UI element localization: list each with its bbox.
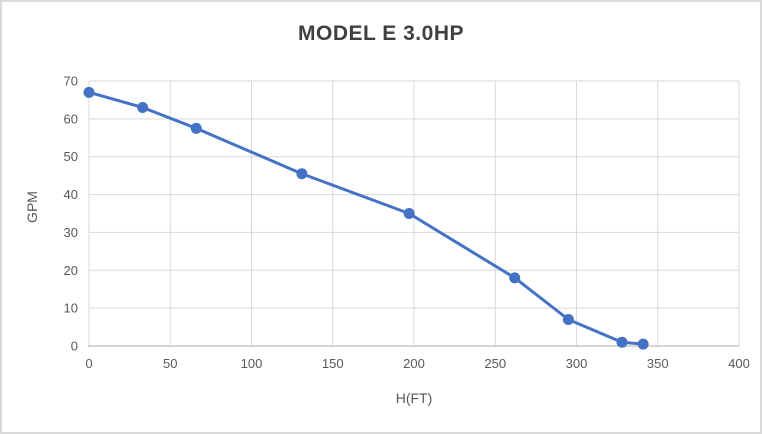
y-tick-label: 20 (64, 263, 78, 278)
chart-title: MODEL E 3.0HP (298, 22, 464, 45)
data-point-marker (403, 208, 415, 219)
y-tick-label: 10 (64, 301, 78, 316)
x-tick-label: 300 (566, 356, 588, 371)
x-tick-label: 350 (647, 356, 669, 371)
data-point-marker (509, 272, 521, 284)
y-tick-label: 40 (64, 187, 78, 202)
x-tick-label: 400 (728, 356, 750, 371)
data-point-marker (83, 86, 95, 98)
y-tick-label: 60 (64, 111, 78, 126)
data-point-marker (637, 338, 649, 350)
series-line (87, 90, 645, 346)
data-point-marker (616, 336, 628, 348)
data-point-marker (296, 168, 308, 180)
y-tick-label: 50 (64, 149, 78, 164)
y-tick-label: 0 (71, 339, 78, 354)
data-point-marker (137, 102, 149, 113)
x-tick-label: 100 (241, 356, 263, 371)
x-axis-title: H(FT) (395, 390, 433, 406)
y-tick-label: 30 (64, 225, 78, 240)
data-point-marker (562, 314, 574, 325)
x-tick-label: 250 (484, 356, 506, 371)
x-tick-label: 150 (322, 356, 344, 371)
x-tick-label: 200 (403, 356, 425, 371)
y-tick-label: 70 (64, 74, 78, 89)
x-tick-label: 50 (163, 356, 177, 371)
x-tick-label: 0 (85, 356, 92, 371)
data-point-marker (190, 122, 202, 134)
